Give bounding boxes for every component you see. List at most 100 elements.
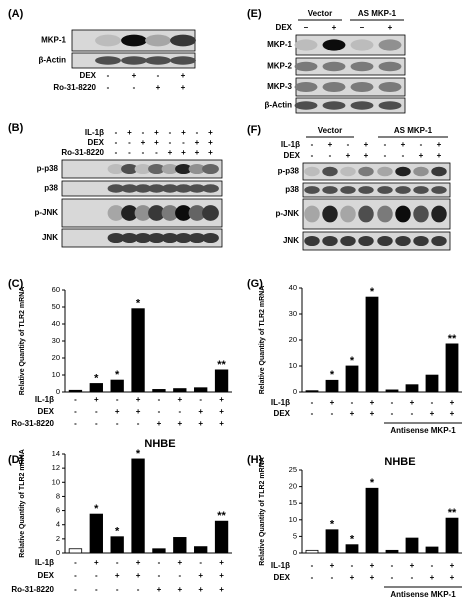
condition-sign: + [370,561,375,570]
bar [305,390,319,393]
blot-band [378,39,402,51]
blot-band [350,39,374,51]
condition-sign: + [450,561,455,570]
condition-sign: + [370,409,375,418]
condition-sign: + [181,71,186,80]
y-tick-label: 10 [289,515,297,524]
condition-sign: - [329,151,332,160]
y-tick-label: 2 [56,534,60,543]
blot-band [294,61,318,72]
significance-mark: ** [448,333,457,345]
blot-row-label: β-Actin [264,101,292,110]
condition-sign: - [331,573,334,582]
y-tick-label: 5 [293,531,297,540]
condition-name: DEX [38,571,55,580]
bar [152,548,166,554]
condition-name: IL-1β [35,395,54,404]
blot-band [121,163,138,175]
condition-sign: + [219,558,224,567]
bar [325,529,339,554]
blot-band [148,184,165,193]
bar [214,520,229,554]
condition-sign: + [181,83,186,92]
y-tick-label: 6 [56,506,60,515]
blot-row-label: JNK [283,236,299,245]
blot-band [294,101,318,110]
condition-sign: - [128,138,131,147]
blot-band [340,186,356,194]
blot-band [322,39,346,51]
condition-sign: - [107,71,110,80]
panel-label: (G) [247,278,263,290]
condition-sign: - [402,151,405,160]
condition-sign: + [346,151,351,160]
condition-sign: - [74,558,77,567]
blot-band [413,235,429,247]
blot-band [107,184,125,193]
blot-band [121,184,138,193]
y-tick-label: 10 [52,477,60,486]
condition-sign: - [351,561,354,570]
bar [131,308,145,393]
panel-label: (F) [247,124,261,136]
condition-sign: + [330,561,335,570]
condition-sign: - [74,585,77,594]
condition-name: DEX [38,407,55,416]
condition-sign: + [132,71,137,80]
condition-sign: - [431,561,434,570]
blot-band [294,39,318,51]
condition-sign: + [328,140,333,149]
panel-label: (A) [8,8,24,20]
blot-band [188,163,206,175]
bar [152,389,166,393]
condition-sign: + [450,398,455,407]
condition-sign: + [127,128,132,137]
blot-row-label: JNK [42,233,58,242]
blot-band [145,34,171,47]
blot-band [134,232,152,244]
significance-mark: * [350,355,355,367]
blot-band [161,232,179,244]
condition-sign: + [136,395,141,404]
bar [194,387,208,393]
condition-sign: - [411,573,414,582]
condition-sign: + [157,585,162,594]
condition-sign: + [419,151,424,160]
blot-band [413,205,429,223]
condition-sign: - [311,409,314,418]
condition-name: Ro-31-8220 [11,419,54,428]
condition-sign: - [95,419,98,428]
y-tick-label: 30 [52,336,60,345]
group-label: AS MKP-1 [358,9,397,18]
blot-band [395,186,411,194]
bar [89,383,103,393]
condition-sign: - [391,409,394,418]
blot-band [148,232,165,244]
blot-band [161,205,179,221]
bar [325,379,339,393]
condition-sign: + [219,585,224,594]
y-tick-label: 20 [289,482,297,491]
bar [365,487,379,554]
group-label: Vector [318,126,342,135]
blot-band [161,184,179,193]
condition-sign: + [198,419,203,428]
blot-band [95,56,121,65]
blot-band [107,163,125,175]
condition-sign: - [115,138,118,147]
condition-sign: + [177,585,182,594]
bar [405,537,419,554]
condition-sign: – [360,23,365,32]
blot-band [431,235,447,247]
condition-sign: + [168,148,173,157]
condition-sign: + [410,398,415,407]
condition-sign: + [208,138,213,147]
y-tick-label: 30 [289,309,297,318]
condition-sign: - [311,140,314,149]
blot-band [107,205,125,221]
blot-band [377,235,393,247]
y-tick-label: 15 [289,498,297,507]
bar [365,296,379,393]
group-label: Vector [308,9,332,18]
blot-band [322,166,338,177]
